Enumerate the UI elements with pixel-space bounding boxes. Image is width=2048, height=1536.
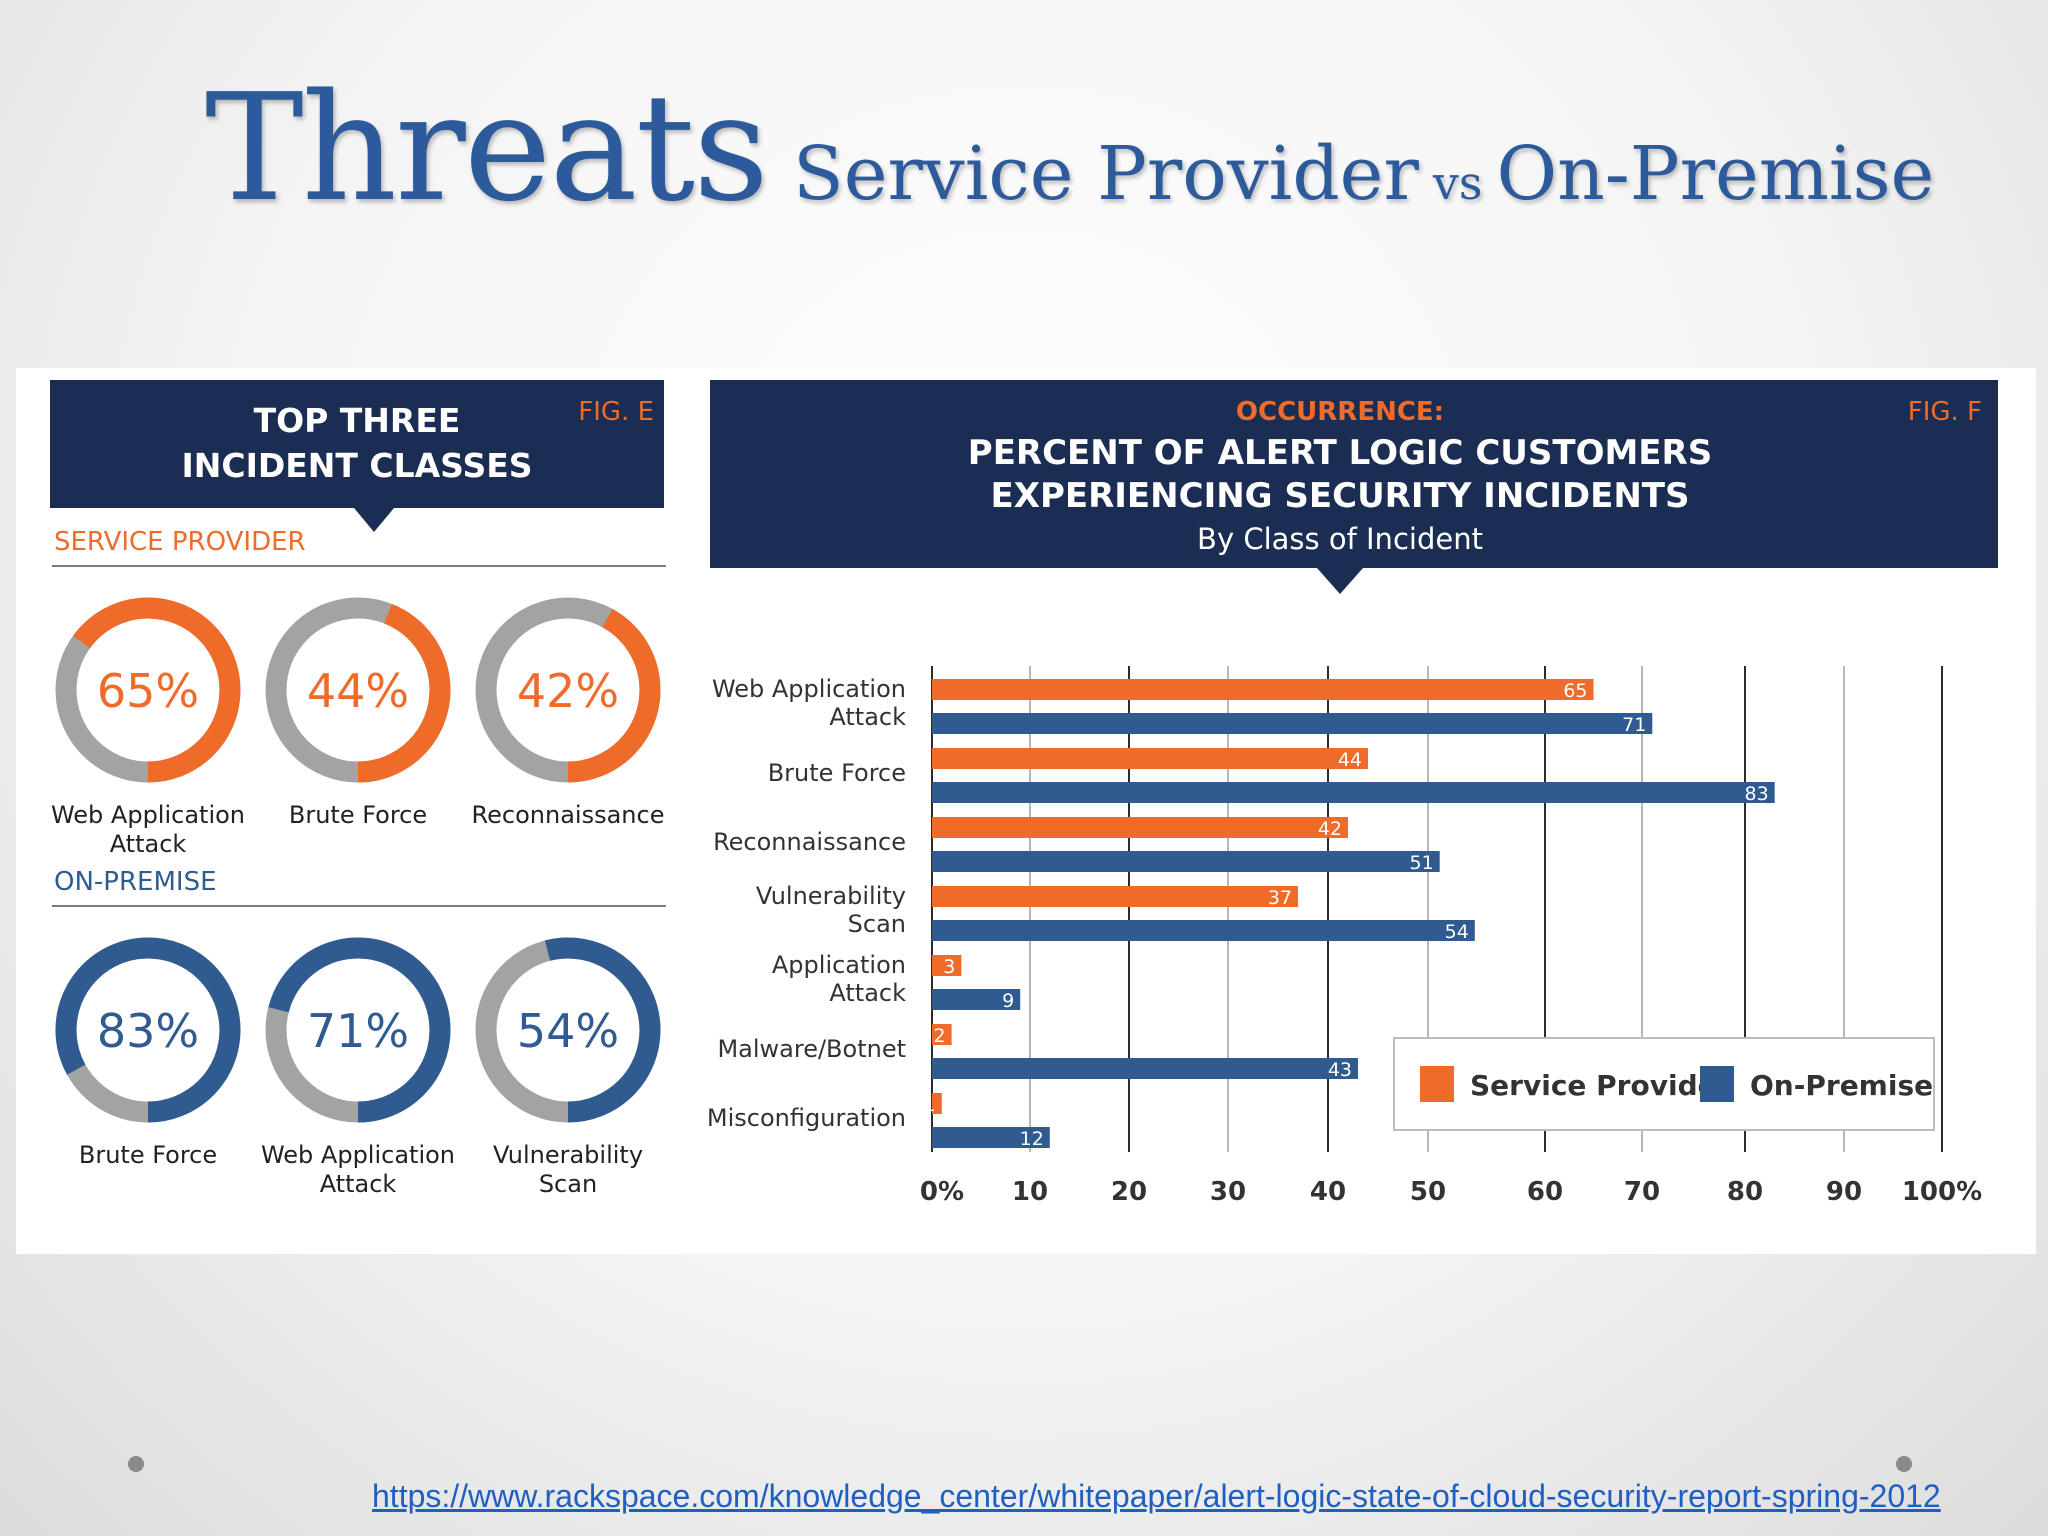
donut-arc	[475, 597, 661, 783]
x-tick-label: 10	[1012, 1177, 1048, 1207]
bar-value-label: 71	[1622, 714, 1646, 736]
x-tick-label: 80	[1727, 1177, 1763, 1207]
fig-e-group-heading: SERVICE PROVIDER	[54, 527, 306, 557]
y-category-label: Application Attack	[772, 951, 906, 1007]
donut-label: Reconnaissance	[472, 801, 665, 829]
donut-value: 71%	[307, 1004, 409, 1058]
bar-value-label: 54	[1445, 921, 1469, 943]
fig-f-header	[710, 380, 1998, 568]
bar-value-label: 65	[1563, 680, 1587, 702]
fig-e-title-line2: INCIDENT CLASSES	[181, 446, 532, 485]
bar-value-label: 83	[1745, 783, 1769, 805]
bullet-dot-right	[1896, 1456, 1912, 1472]
donut-value: 42%	[517, 664, 619, 718]
bar-value-label: 43	[1328, 1059, 1352, 1081]
x-tick-label: 100%	[1902, 1177, 1982, 1207]
title-main: Threats	[205, 62, 769, 234]
bar-value-label: 3	[943, 956, 955, 978]
bar-value-label: 51	[1410, 852, 1434, 874]
x-tick-label: 90	[1826, 1177, 1862, 1207]
donut-value: 54%	[517, 1004, 619, 1058]
fig-f-title-line2: EXPERIENCING SECURITY INCIDENTS	[991, 476, 1690, 516]
bar-on-premise	[932, 1058, 1358, 1079]
bar-on-premise	[932, 989, 1021, 1010]
fig-f-subtitle: By Class of Incident	[1197, 522, 1483, 556]
fig-e-label: FIG. E	[578, 397, 654, 427]
legend-swatch	[1700, 1066, 1734, 1102]
bar-on-premise	[932, 851, 1440, 872]
bar-service-provider	[932, 955, 962, 976]
x-tick-label: 20	[1111, 1177, 1147, 1207]
bar-service-provider	[932, 1093, 942, 1114]
bar-service-provider	[932, 1024, 952, 1045]
y-category-label: Reconnaissance	[713, 828, 906, 856]
bar-value-label: 37	[1268, 887, 1292, 909]
donut-label: Brute Force	[289, 801, 427, 829]
title-vs: vs	[1432, 156, 1483, 210]
x-tick-label: 70	[1624, 1177, 1660, 1207]
y-category-label: Malware/Botnet	[717, 1035, 906, 1063]
slide-title: Threats Service Provider vs On-Premise	[205, 62, 1934, 234]
fig-e-group-heading: ON-PREMISE	[54, 867, 217, 897]
source-link[interactable]: https://www.rackspace.com/knowledge_cent…	[372, 1478, 1941, 1514]
legend-label: Service Provider	[1470, 1069, 1731, 1102]
fig-e-title-line1: TOP THREE	[254, 401, 461, 440]
fig-f-title-prefix: OCCURRENCE:	[1236, 397, 1444, 427]
fig-e-header	[50, 380, 664, 508]
bar-service-provider	[932, 748, 1368, 769]
bar-value-label: 2	[934, 1025, 946, 1047]
infographic-panel: TOP THREE INCIDENT CLASSES FIG. E SERVICE P…	[16, 368, 2036, 1254]
legend-label: On-Premise	[1750, 1069, 1933, 1102]
bar-service-provider	[932, 817, 1348, 838]
donut-arc	[265, 937, 451, 1123]
donut-arc	[55, 597, 241, 783]
donut-value: 83%	[97, 1004, 199, 1058]
fig-f-label: FIG. F	[1908, 397, 1982, 427]
title-service-provider: Service Provider	[793, 131, 1419, 217]
x-tick-label: 30	[1210, 1177, 1246, 1207]
donut-label: Brute Force	[79, 1141, 217, 1169]
bar-value-label: 1	[924, 1094, 936, 1116]
bar-on-premise	[932, 713, 1653, 734]
x-tick-label: 40	[1310, 1177, 1346, 1207]
bar-on-premise	[932, 1127, 1050, 1148]
donut-label: Web Application Attack	[51, 801, 245, 858]
donut-label: Web Application Attack	[261, 1141, 455, 1198]
donut-label: Vulnerability Scan	[493, 1141, 643, 1198]
fig-e-header-pointer	[354, 508, 394, 532]
x-tick-label: 50	[1410, 1177, 1446, 1207]
fig-f-title-line1: PERCENT OF ALERT LOGIC CUSTOMERS	[968, 433, 1712, 473]
bar-value-label: 44	[1338, 749, 1362, 771]
fig-f-header-pointer	[1317, 568, 1363, 594]
donut-arc	[265, 597, 451, 783]
bar-value-label: 42	[1318, 818, 1342, 840]
donut-value: 65%	[97, 664, 199, 718]
x-tick-label: 60	[1527, 1177, 1563, 1207]
legend-swatch	[1420, 1066, 1454, 1102]
y-category-label: Misconfiguration	[707, 1104, 906, 1132]
bar-service-provider	[932, 886, 1298, 907]
donut-arc	[475, 937, 661, 1123]
bar-value-label: 9	[1002, 990, 1014, 1012]
x-tick-label: 0%	[920, 1177, 964, 1207]
title-on-premise: On-Premise	[1496, 131, 1935, 217]
bullet-dot-left	[128, 1456, 144, 1472]
y-category-label: Web Application Attack	[712, 675, 906, 731]
y-category-label: Brute Force	[768, 759, 906, 787]
y-category-label: Vulnerability Scan	[756, 882, 906, 938]
legend-box	[1393, 1037, 1935, 1131]
donut-value: 44%	[307, 664, 409, 718]
donut-arc	[55, 937, 241, 1123]
bar-on-premise	[932, 920, 1475, 941]
bar-value-label: 12	[1020, 1128, 1044, 1150]
bar-service-provider	[932, 679, 1594, 700]
bar-on-premise	[932, 782, 1775, 803]
